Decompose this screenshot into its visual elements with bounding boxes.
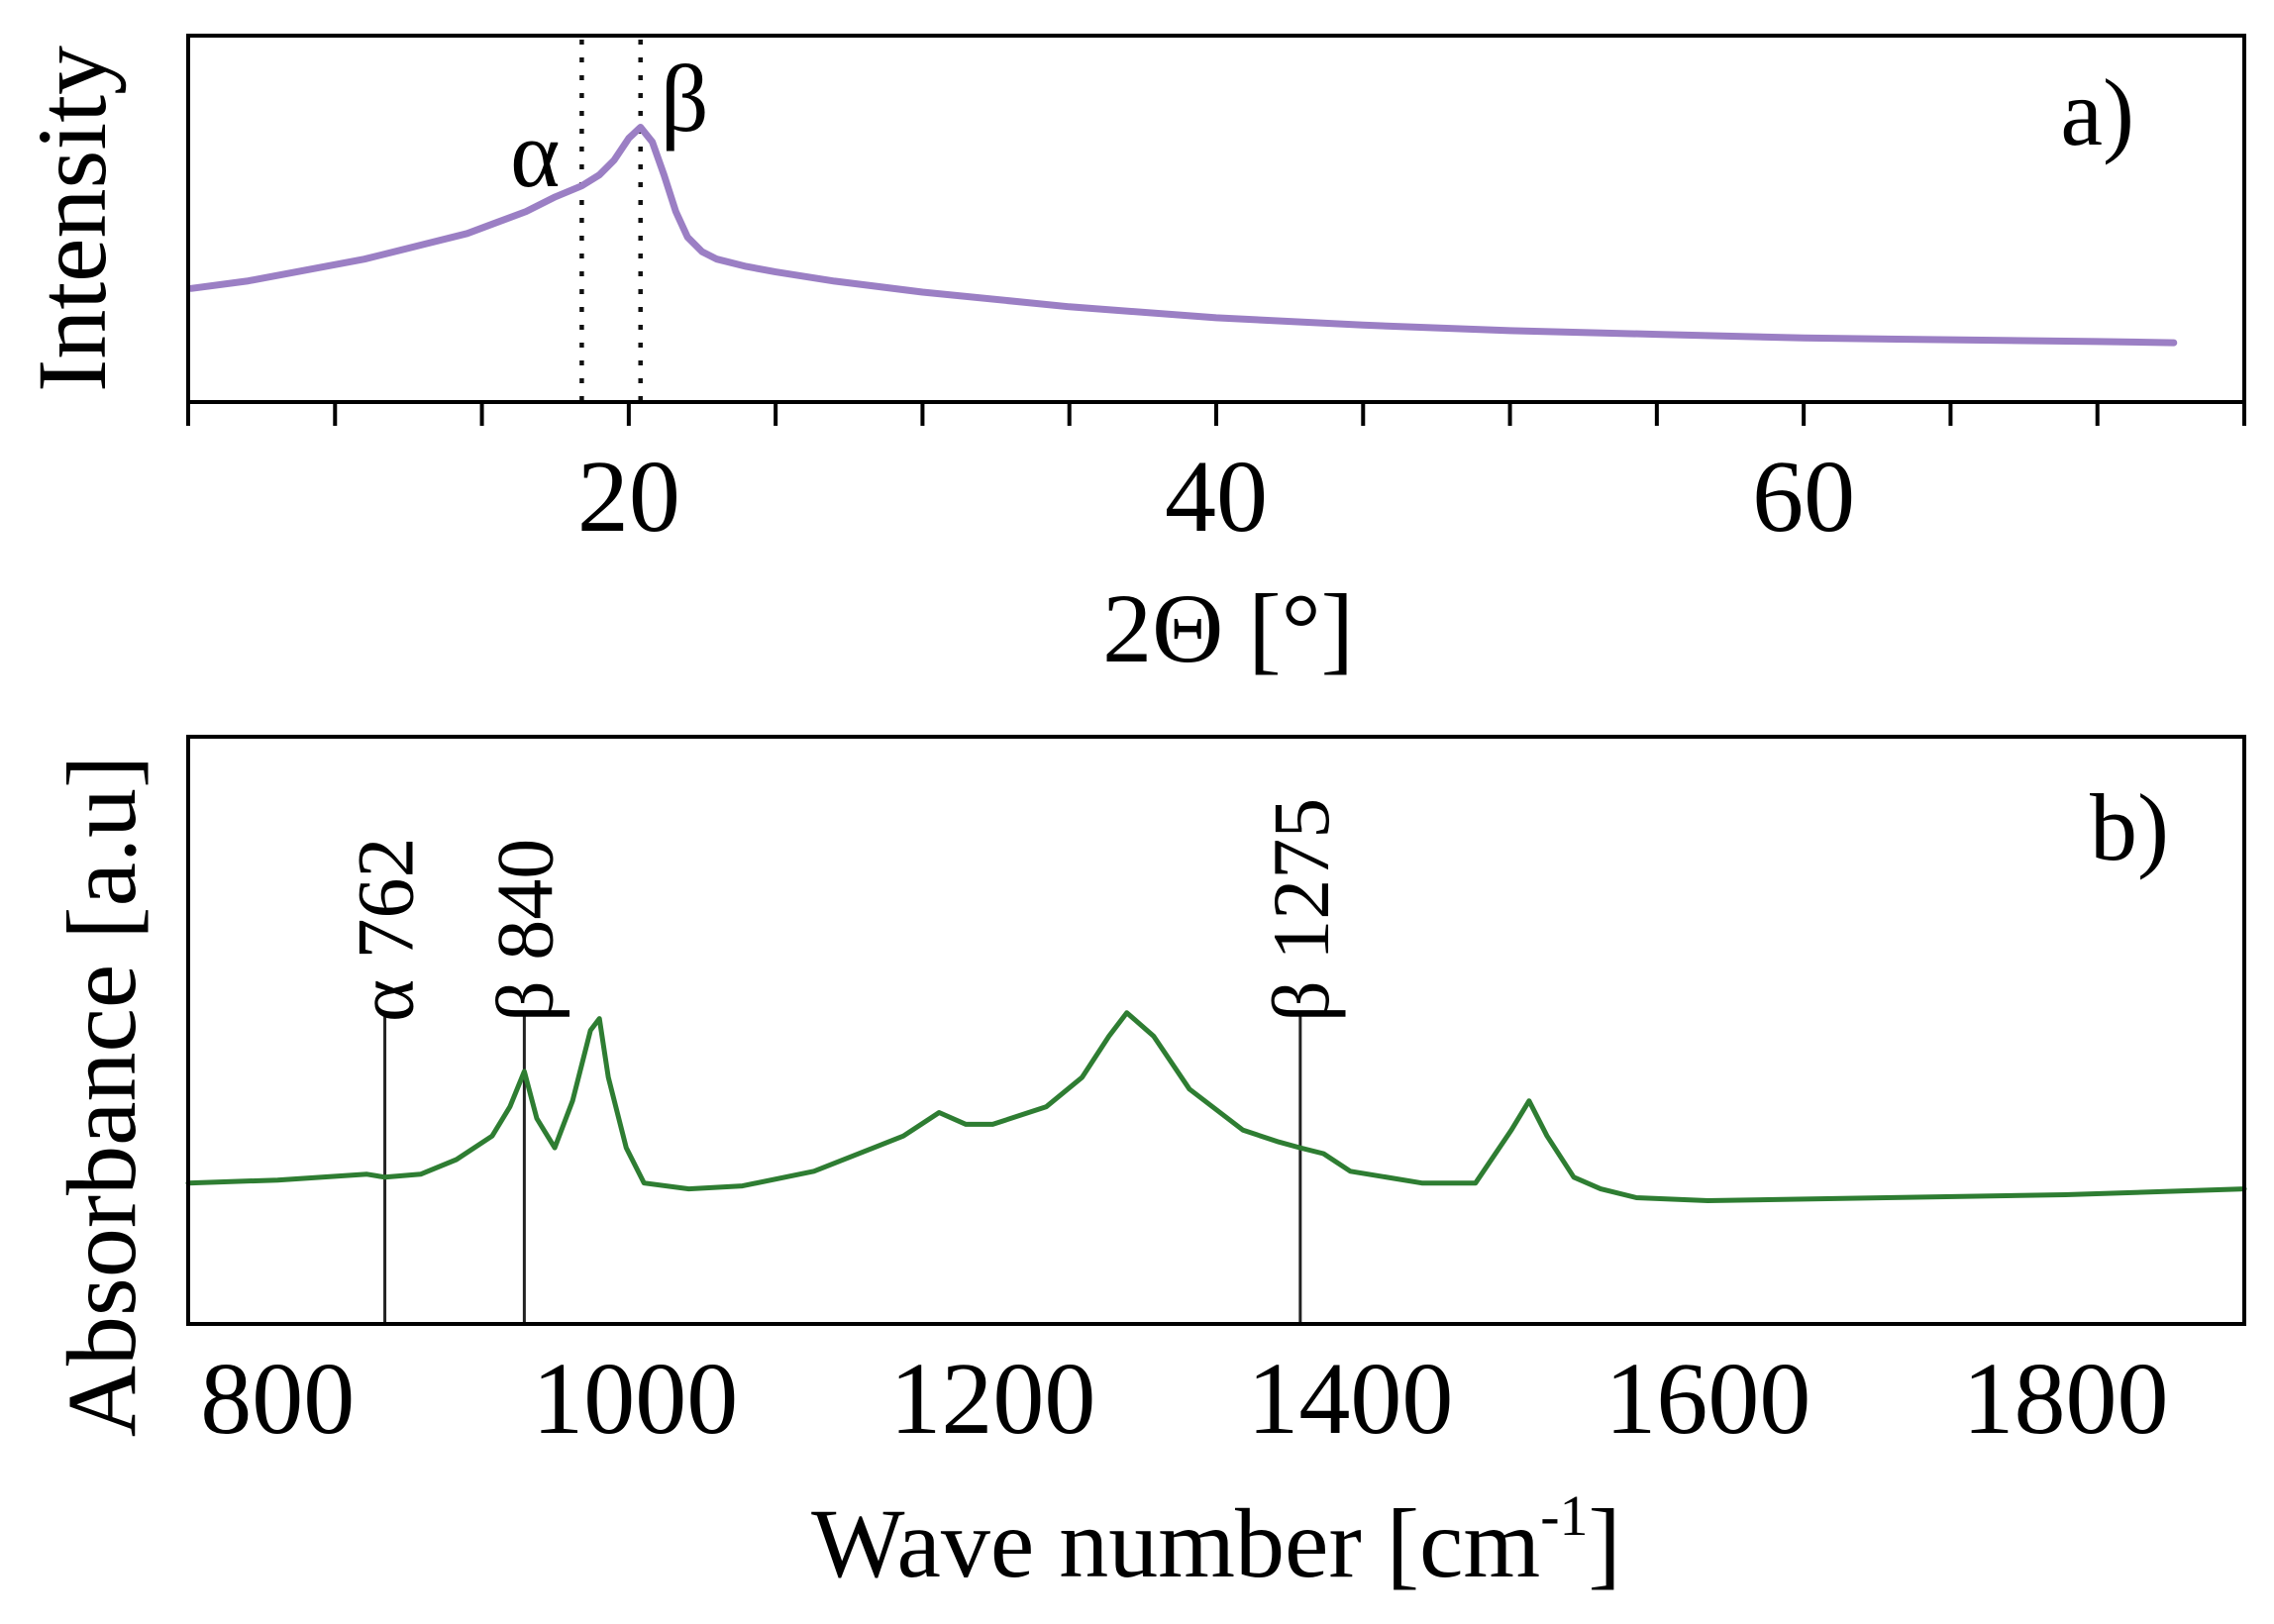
ftir-x-tick-labels: 800 1000 1200 1400 1600 1800 — [200, 1342, 2168, 1456]
ftir-x-axis-label: Wave number [cm-1] — [811, 1483, 1621, 1598]
peak-marker-label: β 840 — [479, 839, 569, 1022]
x-tick-label: 60 — [1752, 440, 1855, 554]
x-tick-label: 1600 — [1604, 1342, 1810, 1456]
xrd-panel-label: a) — [2060, 59, 2134, 165]
xrd-x-tick-labels: 20 40 60 — [577, 440, 1855, 554]
xrd-curve — [187, 124, 2178, 347]
ftir-panel-label: b) — [2090, 774, 2169, 880]
xrd-markers: αβ — [510, 40, 709, 400]
alpha-marker-label: α — [510, 101, 560, 207]
xrd-x-ticks — [186, 402, 2246, 426]
peak-marker-label: β 1275 — [1256, 798, 1346, 1022]
ftir-x-axis-label-end: ] — [1589, 1488, 1621, 1598]
xrd-panel: αβ 20 40 60 Intensity 2Θ [°] a) — [17, 34, 2246, 683]
xrd-y-axis-label: Intensity — [17, 46, 127, 392]
ftir-markers: α 762 β 840 β 1275 — [341, 798, 1346, 1324]
ftir-panel: α 762 β 840 β 1275 800 1000 1200 1400 1600 1800… — [47, 735, 2247, 1598]
x-tick-label: 1400 — [1247, 1342, 1453, 1456]
x-tick-label: 800 — [200, 1342, 355, 1456]
x-tick-label: 1200 — [889, 1342, 1095, 1456]
ftir-y-axis-label: Absorbance [a.u] — [47, 756, 156, 1438]
peak-marker-label: α 762 — [341, 838, 431, 1022]
xrd-x-axis-label: 2Θ [°] — [1102, 573, 1354, 683]
beta-marker-label: β — [661, 46, 709, 152]
x-tick-label: 20 — [577, 440, 680, 554]
x-tick-label: 1000 — [532, 1342, 738, 1456]
x-tick-label: 40 — [1165, 440, 1268, 554]
ftir-plot-frame — [186, 735, 2246, 1326]
ftir-curve — [185, 1010, 2247, 1203]
ftir-x-axis-label-sup: -1 — [1540, 1483, 1588, 1548]
x-tick-label: 1800 — [1962, 1342, 2168, 1456]
ftir-x-axis-label-main: Wave number [cm — [811, 1488, 1540, 1598]
